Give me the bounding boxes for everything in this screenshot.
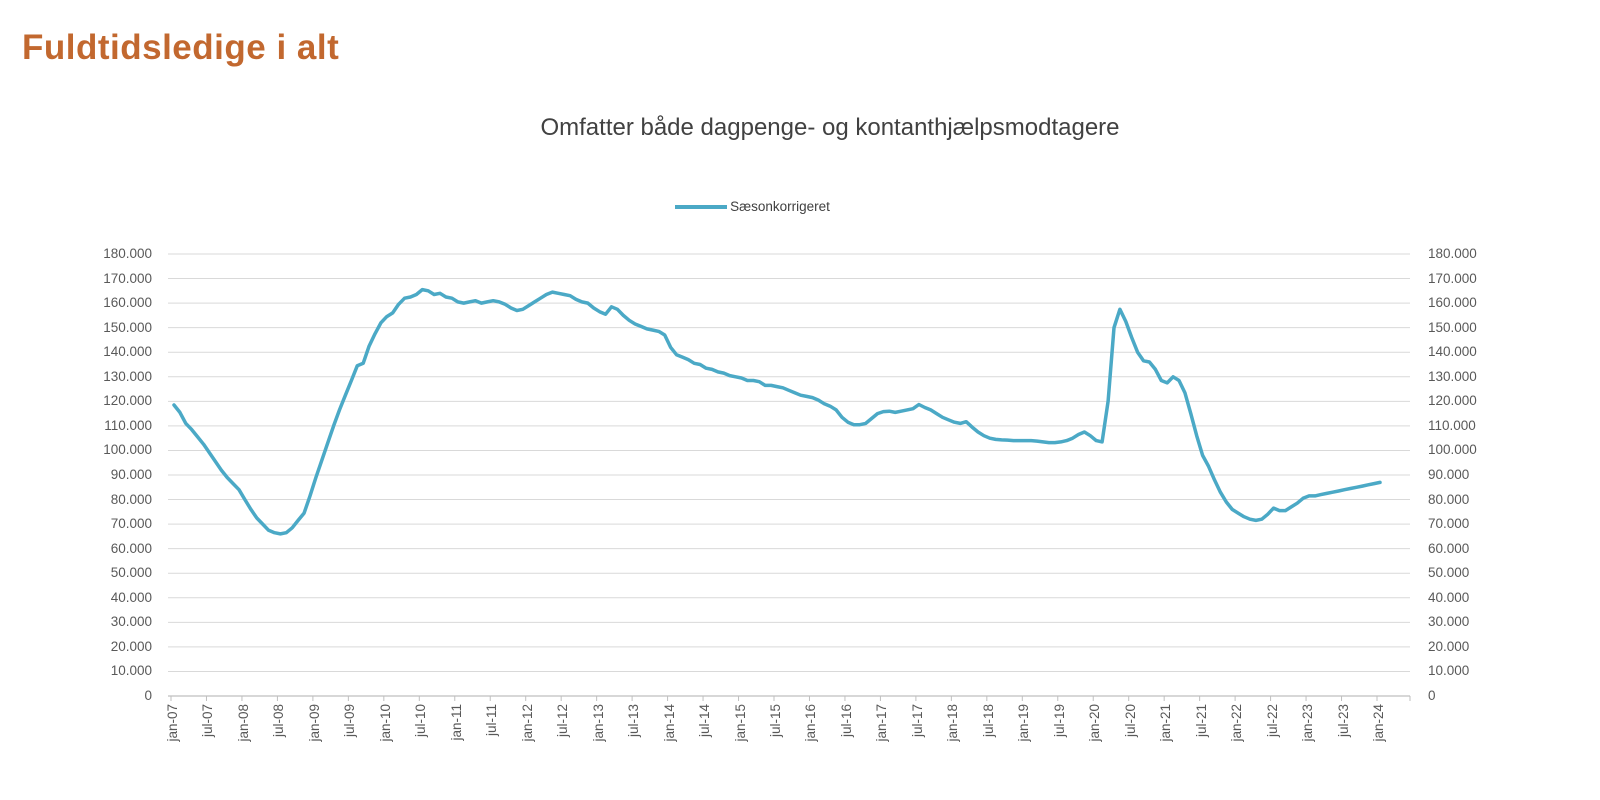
- x-axis-tick-label: jul-12: [555, 704, 571, 738]
- y-axis-tick-label-left: 30.000: [110, 614, 152, 630]
- y-axis-tick-label-left: 40.000: [110, 589, 152, 605]
- x-axis-tick-label: jan-14: [661, 704, 677, 742]
- legend-label: Sæsonkorrigeret: [730, 199, 830, 214]
- x-axis-tick-label: jul-22: [1264, 704, 1280, 738]
- y-axis-tick-label-left: 80.000: [110, 491, 152, 507]
- chart-title: Omfatter både dagpenge- og kontanthjælps…: [540, 114, 1120, 141]
- legend-line-swatch: [675, 204, 728, 209]
- legend: Sæsonkorrigeret: [0, 199, 1505, 214]
- y-axis-tick-label-left: 0: [144, 688, 152, 703]
- y-axis-tick-label-right: 120.000: [1428, 393, 1477, 409]
- y-axis-tick-label-right: 70.000: [1428, 516, 1470, 532]
- x-axis-tick-label: jan-10: [377, 704, 393, 742]
- x-axis-tick-label: jul-17: [909, 704, 925, 738]
- x-axis-tick-label: jul-18: [980, 704, 996, 738]
- x-axis-tick-label: jan-23: [1300, 704, 1316, 742]
- x-axis-tick-label: jul-16: [838, 704, 854, 738]
- x-axis-tick-label: jul-23: [1335, 704, 1351, 738]
- x-axis-tick-label: jan-16: [803, 704, 819, 742]
- series-line-saesonkorrigeret: [172, 287, 1382, 536]
- x-axis-tick-label: jul-07: [200, 704, 216, 738]
- y-axis-tick-label-left: 100.000: [103, 442, 152, 458]
- y-axis-tick-label-left: 90.000: [110, 467, 152, 482]
- y-axis-tick-label-left: 130.000: [103, 368, 152, 384]
- x-axis-tick-label: jul-14: [697, 704, 713, 738]
- x-axis-tick-label: jan-18: [945, 704, 961, 742]
- y-axis-tick-label-left: 120.000: [103, 393, 152, 409]
- y-axis-tick-label-right: 0: [1428, 688, 1436, 703]
- x-axis-tick-label: jan-11: [448, 704, 464, 741]
- x-axis-tick-label: jan-09: [306, 704, 322, 742]
- y-axis-tick-label-left: 70.000: [110, 516, 152, 532]
- y-axis-tick-label-right: 170.000: [1428, 270, 1477, 286]
- y-axis-tick-label-left: 160.000: [103, 295, 152, 311]
- y-axis-tick-label-right: 60.000: [1428, 540, 1470, 556]
- y-axis-tick-label-left: 50.000: [110, 565, 152, 581]
- y-axis-tick-label-left: 10.000: [110, 663, 152, 679]
- y-axis-tick-label-right: 140.000: [1428, 344, 1477, 360]
- x-axis-tick-label: jul-13: [626, 704, 642, 738]
- y-axis-tick-label-left: 20.000: [110, 638, 152, 654]
- y-axis-tick-label-right: 180.000: [1428, 246, 1477, 261]
- y-axis-tick-label-right: 160.000: [1428, 295, 1477, 311]
- x-axis-tick-label: jan-15: [732, 704, 748, 742]
- y-axis-tick-label-right: 150.000: [1428, 319, 1477, 335]
- x-axis-tick-label: jan-08: [235, 704, 251, 742]
- x-axis-tick-label: jan-24: [1371, 704, 1386, 742]
- x-axis-tick-label: jan-20: [1087, 704, 1103, 742]
- x-axis-tick-label: jan-22: [1229, 704, 1245, 742]
- x-axis-tick-label: jul-11: [484, 704, 500, 737]
- x-axis-tick-label: jan-21: [1158, 704, 1174, 742]
- x-axis-tick-label: jul-20: [1122, 704, 1138, 738]
- x-axis-tick-label: jul-08: [271, 704, 287, 738]
- y-axis-tick-label-right: 130.000: [1428, 368, 1477, 384]
- page-title: Fuldtidsledige i alt: [22, 28, 340, 67]
- y-axis-tick-label-left: 180.000: [103, 246, 152, 261]
- y-axis-tick-label-right: 100.000: [1428, 442, 1477, 458]
- y-axis-tick-label-right: 40.000: [1428, 589, 1470, 605]
- y-axis-tick-label-right: 50.000: [1428, 565, 1470, 581]
- x-axis-tick-label: jul-15: [768, 704, 783, 738]
- x-axis-tick-label: jan-13: [590, 704, 606, 742]
- x-axis-tick-label: jan-12: [519, 704, 535, 742]
- y-axis-tick-label-left: 170.000: [103, 270, 152, 286]
- x-axis-tick-label: jul-21: [1193, 704, 1209, 738]
- y-axis-tick-label-left: 150.000: [103, 319, 152, 335]
- y-axis-tick-label-right: 80.000: [1428, 491, 1470, 507]
- y-axis-tick-label-right: 90.000: [1428, 467, 1470, 482]
- y-axis-tick-label-right: 110.000: [1428, 417, 1476, 433]
- y-axis-tick-label-right: 10.000: [1428, 663, 1470, 679]
- y-axis-tick-label-left: 60.000: [110, 540, 152, 556]
- y-axis-tick-label-right: 20.000: [1428, 638, 1470, 654]
- y-axis-tick-label-left: 110.000: [104, 417, 152, 433]
- x-axis-tick-label: jan-07: [165, 704, 180, 742]
- x-axis-tick-label: jul-19: [1051, 704, 1067, 738]
- y-axis-tick-label-left: 140.000: [103, 344, 152, 360]
- x-axis-tick-label: jul-10: [413, 704, 429, 738]
- x-axis-tick-label: jan-19: [1016, 704, 1032, 742]
- x-axis-tick-label: jan-17: [874, 704, 890, 742]
- x-axis-tick-label: jul-09: [342, 704, 358, 738]
- y-axis-tick-label-right: 30.000: [1428, 614, 1470, 630]
